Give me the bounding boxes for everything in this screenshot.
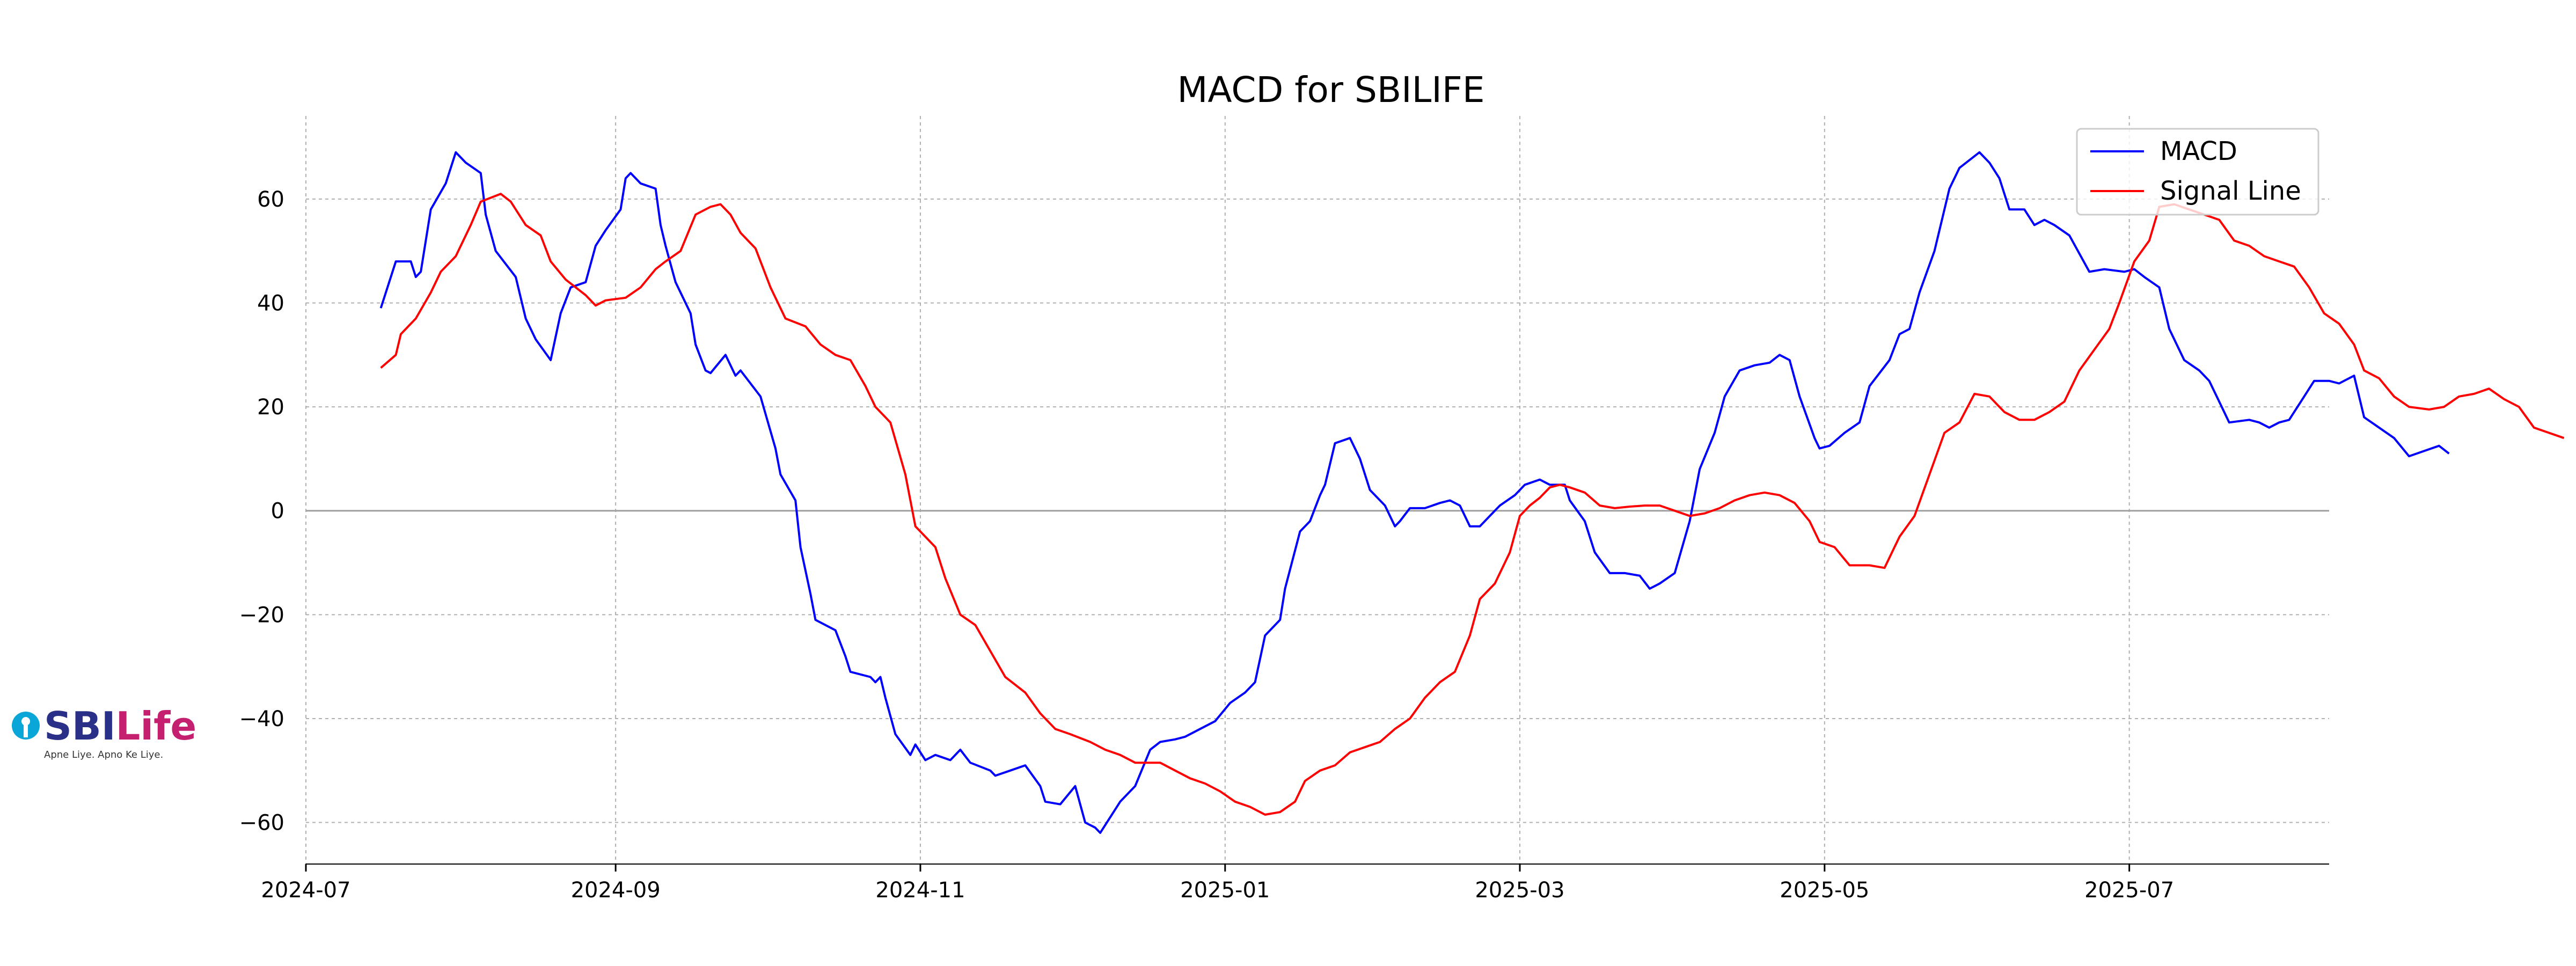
x-tick-label: 2024-07 (261, 878, 350, 903)
legend-label-signal: Signal Line (2160, 176, 2301, 206)
logo-tagline: Apne Liye. Apno Ke Liye. (44, 749, 163, 760)
svg-text:SBILife: SBILife (44, 704, 196, 749)
y-tick-label: 0 (271, 499, 284, 524)
logo-brand-sbi: SBI (44, 704, 116, 749)
chart-title: MACD for SBILIFE (1177, 69, 1484, 111)
keyhole-icon (12, 712, 40, 740)
x-tick-label: 2024-11 (875, 878, 965, 903)
y-tick-label: −40 (239, 707, 284, 731)
legend-label-macd: MACD (2160, 136, 2237, 166)
x-tick-label: 2025-03 (1475, 878, 1564, 903)
grid-lines (305, 116, 2329, 864)
x-tick-label: 2025-07 (2084, 878, 2174, 903)
logo-brand-life: Life (116, 704, 197, 749)
y-tick-label: −20 (239, 603, 284, 627)
series-line-macd (379, 151, 2450, 834)
y-tick-label: −60 (239, 811, 284, 836)
series-lines (379, 151, 2565, 834)
x-tick-label: 2024-09 (571, 878, 661, 903)
series-line-signal (380, 193, 2565, 816)
y-tick-label: 60 (257, 187, 284, 212)
x-tick-label: 2025-05 (1780, 878, 1869, 903)
sbi-life-logo: SBILife Apne Liye. Apno Ke Liye. (12, 704, 196, 760)
y-tick-label: 20 (257, 395, 284, 420)
chart-legend: MACD Signal Line (2076, 128, 2319, 216)
y-tick-label: 40 (257, 291, 284, 316)
x-tick-label: 2025-01 (1180, 878, 1270, 903)
x-axis-ticks: 2024-07 2024-09 2024-11 2025-01 2025-03 2025-… (261, 864, 2174, 903)
y-axis-ticks: −60 −40 −20 0 20 40 60 (239, 187, 284, 836)
